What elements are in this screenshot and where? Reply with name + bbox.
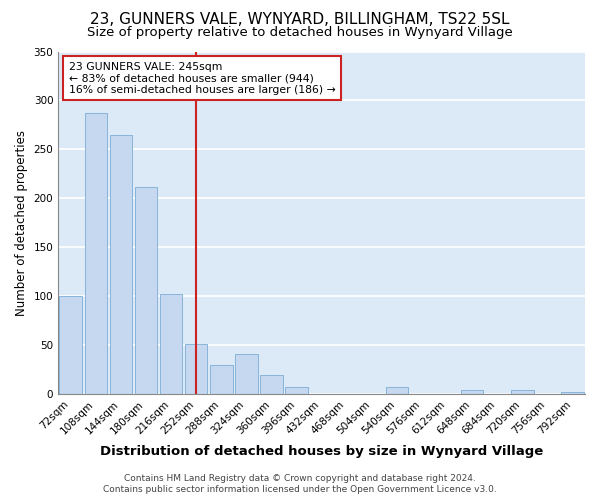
Bar xyxy=(561,392,584,394)
Bar xyxy=(134,186,157,394)
Text: Contains HM Land Registry data © Crown copyright and database right 2024.
Contai: Contains HM Land Registry data © Crown c… xyxy=(103,474,497,494)
Y-axis label: Number of detached properties: Number of detached properties xyxy=(15,130,28,316)
Bar xyxy=(110,135,132,394)
Bar xyxy=(386,386,408,394)
X-axis label: Distribution of detached houses by size in Wynyard Village: Distribution of detached houses by size … xyxy=(100,444,543,458)
Bar xyxy=(511,390,533,394)
Text: Size of property relative to detached houses in Wynyard Village: Size of property relative to detached ho… xyxy=(87,26,513,39)
Bar xyxy=(85,113,107,394)
Bar xyxy=(160,294,182,394)
Bar xyxy=(461,390,484,394)
Bar xyxy=(285,386,308,394)
Bar xyxy=(59,296,82,394)
Bar xyxy=(210,365,233,394)
Bar xyxy=(235,354,257,395)
Text: 23, GUNNERS VALE, WYNYARD, BILLINGHAM, TS22 5SL: 23, GUNNERS VALE, WYNYARD, BILLINGHAM, T… xyxy=(90,12,510,28)
Text: 23 GUNNERS VALE: 245sqm
← 83% of detached houses are smaller (944)
16% of semi-d: 23 GUNNERS VALE: 245sqm ← 83% of detache… xyxy=(69,62,335,95)
Bar xyxy=(260,375,283,394)
Bar xyxy=(185,344,208,395)
